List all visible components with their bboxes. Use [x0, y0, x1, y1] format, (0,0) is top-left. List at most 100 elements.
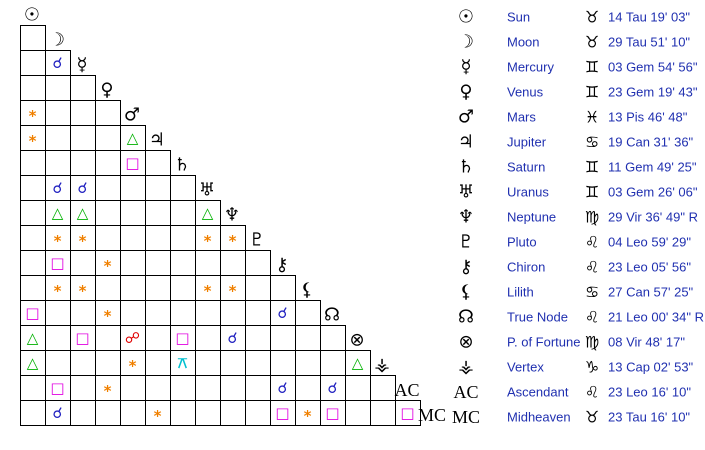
diagonal-glyph: ☽ — [49, 30, 65, 51]
grid-cell — [270, 350, 296, 376]
planet-name: Mercury — [507, 60, 554, 75]
grid-cell — [170, 250, 196, 276]
sign-glyph: ♊ — [585, 158, 599, 177]
diagonal-glyph: ☊ — [324, 305, 340, 326]
list-glyph: ☉ — [458, 7, 474, 28]
grid-cell — [95, 200, 121, 226]
grid-cell — [220, 375, 246, 401]
grid-cell — [70, 250, 96, 276]
grid-cell — [95, 125, 121, 151]
grid-cell — [120, 175, 146, 201]
grid-cell — [45, 150, 71, 176]
grid-cell — [20, 200, 46, 226]
aspect-symbol: □ — [325, 404, 339, 422]
grid-cell — [270, 325, 296, 351]
grid-cell — [295, 325, 321, 351]
aspect-symbol: * — [154, 407, 162, 425]
grid-cell — [20, 400, 46, 426]
planet-name: Moon — [507, 35, 540, 50]
grid-cell — [245, 300, 271, 326]
aspect-symbol: * — [79, 282, 87, 300]
grid-cell — [145, 175, 171, 201]
aspect-symbol: ⚻ — [178, 354, 188, 372]
grid-cell — [145, 275, 171, 301]
sign-glyph: ♊ — [585, 183, 599, 202]
grid-cell — [20, 275, 46, 301]
grid-cell — [145, 150, 171, 176]
list-glyph: ⚸ — [459, 282, 472, 303]
aspect-symbol: ☌ — [277, 379, 287, 397]
aspect-symbol: * — [304, 407, 312, 425]
grid-cell — [220, 350, 246, 376]
aspect-symbol: △ — [77, 204, 89, 222]
aspect-symbol: □ — [175, 329, 189, 347]
aspect-symbol: ☌ — [277, 304, 287, 322]
planet-name: Vertex — [507, 360, 544, 375]
grid-cell — [295, 400, 321, 426]
grid-cell — [145, 200, 171, 226]
grid-cell — [70, 400, 96, 426]
planet-position: 14 Tau 19' 03" — [608, 10, 690, 25]
aspect-symbol: ☌ — [327, 379, 337, 397]
grid-cell — [220, 225, 246, 251]
grid-cell — [220, 400, 246, 426]
list-glyph: ♄ — [458, 157, 474, 178]
aspect-symbol: * — [204, 232, 212, 250]
grid-cell — [20, 25, 46, 51]
aspect-symbol: * — [104, 382, 112, 400]
grid-cell — [170, 350, 196, 376]
sign-glyph: ♍ — [585, 333, 599, 352]
grid-cell — [45, 300, 71, 326]
grid-cell — [20, 375, 46, 401]
grid-cell — [145, 350, 171, 376]
grid-cell — [170, 325, 196, 351]
aspect-symbol: ☌ — [77, 179, 87, 197]
planet-name: Pluto — [507, 235, 537, 250]
grid-cell — [370, 375, 396, 401]
grid-cell — [170, 175, 196, 201]
grid-cell — [70, 375, 96, 401]
grid-cell — [345, 375, 371, 401]
aspect-symbol: □ — [50, 379, 64, 397]
diagonal-glyph: ♅ — [199, 180, 215, 201]
aspect-symbol: ☌ — [227, 329, 237, 347]
grid-cell — [20, 150, 46, 176]
grid-cell — [45, 125, 71, 151]
sign-glyph: ♊ — [585, 58, 599, 77]
aspect-symbol: ☌ — [52, 54, 62, 72]
planet-name: Sun — [507, 10, 530, 25]
planet-name: True Node — [507, 310, 568, 325]
grid-cell — [170, 400, 196, 426]
planet-position: 13 Cap 02' 53" — [608, 360, 694, 375]
planet-position: 21 Leo 00' 34" R — [608, 310, 704, 325]
grid-cell — [170, 275, 196, 301]
aspect-symbol: * — [204, 282, 212, 300]
list-glyph: ♅ — [458, 182, 474, 203]
aspect-symbol: △ — [202, 204, 214, 222]
sign-glyph: ♑ — [585, 358, 599, 377]
sign-glyph: ♌ — [585, 383, 599, 402]
grid-cell — [395, 400, 421, 426]
grid-cell — [20, 50, 46, 76]
planet-name: Ascendant — [507, 385, 569, 400]
list-glyph: ☽ — [458, 32, 474, 53]
grid-cell — [70, 225, 96, 251]
grid-cell — [170, 375, 196, 401]
grid-cell — [45, 350, 71, 376]
grid-cell — [320, 325, 346, 351]
grid-cell — [245, 250, 271, 276]
list-glyph: ♇ — [458, 232, 474, 253]
grid-cell — [20, 300, 46, 326]
diagonal-glyph: ♂ — [124, 105, 140, 126]
grid-cell — [195, 350, 221, 376]
diagonal-glyph: AC — [394, 380, 419, 400]
aspect-symbol: ☍ — [125, 329, 140, 347]
grid-cell — [295, 350, 321, 376]
grid-cell — [20, 175, 46, 201]
diagonal-glyph: ☉ — [24, 5, 40, 26]
planet-position: 19 Can 31' 36" — [608, 135, 694, 150]
grid-cell — [170, 200, 196, 226]
diagonal-glyph: ⚸ — [300, 280, 313, 301]
diagonal-glyph: ⊗ — [349, 330, 364, 351]
planet-name: Lilith — [507, 285, 534, 300]
